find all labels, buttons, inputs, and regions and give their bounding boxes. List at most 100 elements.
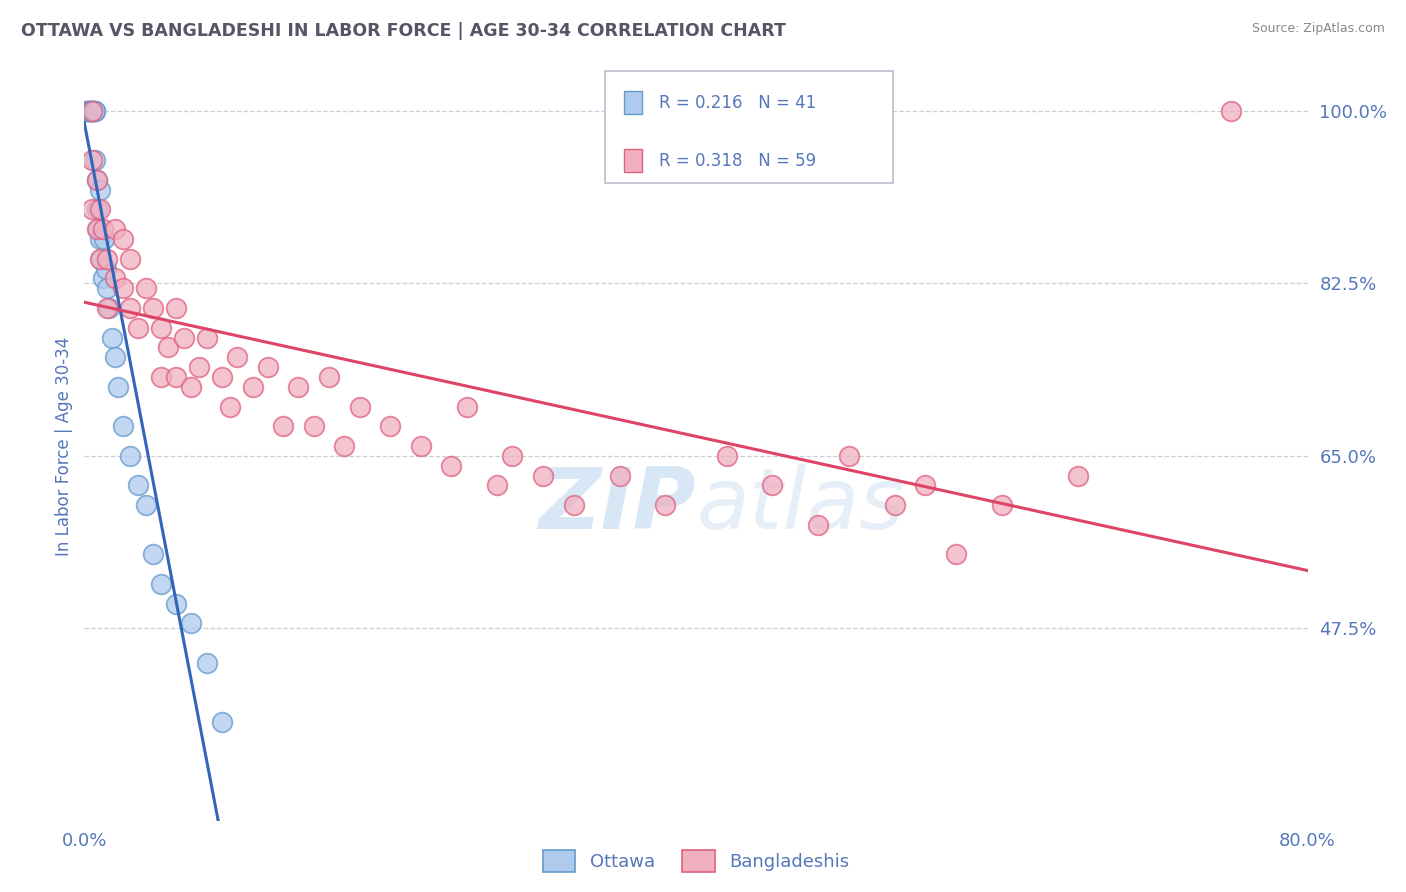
Point (883, 498, 905, 512)
Point (76, 103, 98, 118)
Point (654, 498, 676, 512)
Point (80, 153, 103, 167)
Point (502, 449, 524, 463)
Text: R = 0.216   N = 41: R = 0.216 N = 41 (659, 94, 817, 112)
Point (226, 351, 249, 365)
Point (91, 271, 114, 285)
Point (149, 320, 172, 334)
Point (111, 281, 134, 295)
Point (761, 478, 783, 492)
Point (107, 380, 129, 394)
Point (135, 498, 157, 512)
Point (96, 281, 118, 295)
Point (86, 222, 108, 236)
Point (96, 301, 118, 315)
Point (80, 103, 103, 118)
Point (104, 222, 127, 236)
Point (409, 439, 432, 453)
Point (456, 400, 478, 414)
Point (79, 103, 101, 118)
Point (531, 468, 554, 483)
Point (157, 340, 180, 354)
Legend: Ottawa, Bangladeshis: Ottawa, Bangladeshis (536, 843, 856, 879)
Point (716, 449, 738, 463)
Point (77, 103, 100, 118)
Point (111, 419, 134, 434)
Point (84, 153, 107, 167)
Point (79, 103, 101, 118)
Point (333, 439, 356, 453)
Point (127, 478, 149, 492)
Point (180, 380, 202, 394)
Text: OTTAWA VS BANGLADESHI IN LABOR FORCE | AGE 30-34 CORRELATION CHART: OTTAWA VS BANGLADESHI IN LABOR FORCE | A… (21, 22, 786, 40)
Point (87, 222, 110, 236)
Point (195, 656, 218, 670)
Point (80, 202, 103, 217)
Point (165, 301, 187, 315)
Text: atlas: atlas (696, 465, 904, 548)
Point (149, 370, 172, 384)
Point (83, 103, 105, 118)
Point (173, 330, 195, 344)
Point (914, 478, 936, 492)
Point (80, 103, 103, 118)
Point (287, 380, 309, 394)
Point (76, 103, 98, 118)
Point (86, 173, 108, 187)
Point (1067, 468, 1090, 483)
Point (120, 449, 142, 463)
Point (349, 400, 371, 414)
Point (83, 103, 105, 118)
Point (120, 301, 142, 315)
Text: Source: ZipAtlas.com: Source: ZipAtlas.com (1251, 22, 1385, 36)
Point (302, 419, 325, 434)
Point (991, 498, 1014, 512)
Point (76, 103, 98, 118)
Point (120, 252, 142, 266)
Point (211, 714, 233, 729)
Point (149, 577, 172, 591)
Point (609, 468, 631, 483)
Point (86, 202, 108, 217)
Point (89, 202, 111, 217)
Point (165, 597, 187, 611)
Point (79, 103, 101, 118)
Point (127, 320, 149, 334)
Point (93, 232, 115, 246)
Point (271, 419, 294, 434)
Point (80, 103, 103, 118)
Point (91, 222, 114, 236)
Point (165, 370, 187, 384)
Point (80, 103, 103, 118)
Point (89, 252, 111, 266)
Point (89, 232, 111, 246)
Point (80, 103, 103, 118)
Point (180, 616, 202, 631)
Text: R = 0.318   N = 59: R = 0.318 N = 59 (659, 152, 817, 169)
Point (89, 183, 111, 197)
Point (195, 330, 218, 344)
Point (440, 458, 463, 473)
Point (142, 548, 165, 562)
Point (257, 360, 280, 375)
Point (380, 419, 402, 434)
Point (135, 281, 157, 295)
Point (945, 548, 967, 562)
Point (86, 173, 108, 187)
Point (77, 103, 100, 118)
Point (142, 301, 165, 315)
Point (104, 351, 127, 365)
Point (318, 370, 340, 384)
Text: ZIP: ZIP (538, 465, 696, 548)
Point (218, 400, 240, 414)
Point (94, 261, 117, 276)
Point (838, 449, 860, 463)
Point (90, 252, 112, 266)
Point (562, 498, 585, 512)
Point (486, 478, 509, 492)
Point (104, 271, 127, 285)
Y-axis label: In Labor Force | Age 30-34: In Labor Force | Age 30-34 (55, 336, 73, 556)
Point (84, 103, 107, 118)
Point (807, 517, 830, 532)
Point (101, 330, 124, 344)
